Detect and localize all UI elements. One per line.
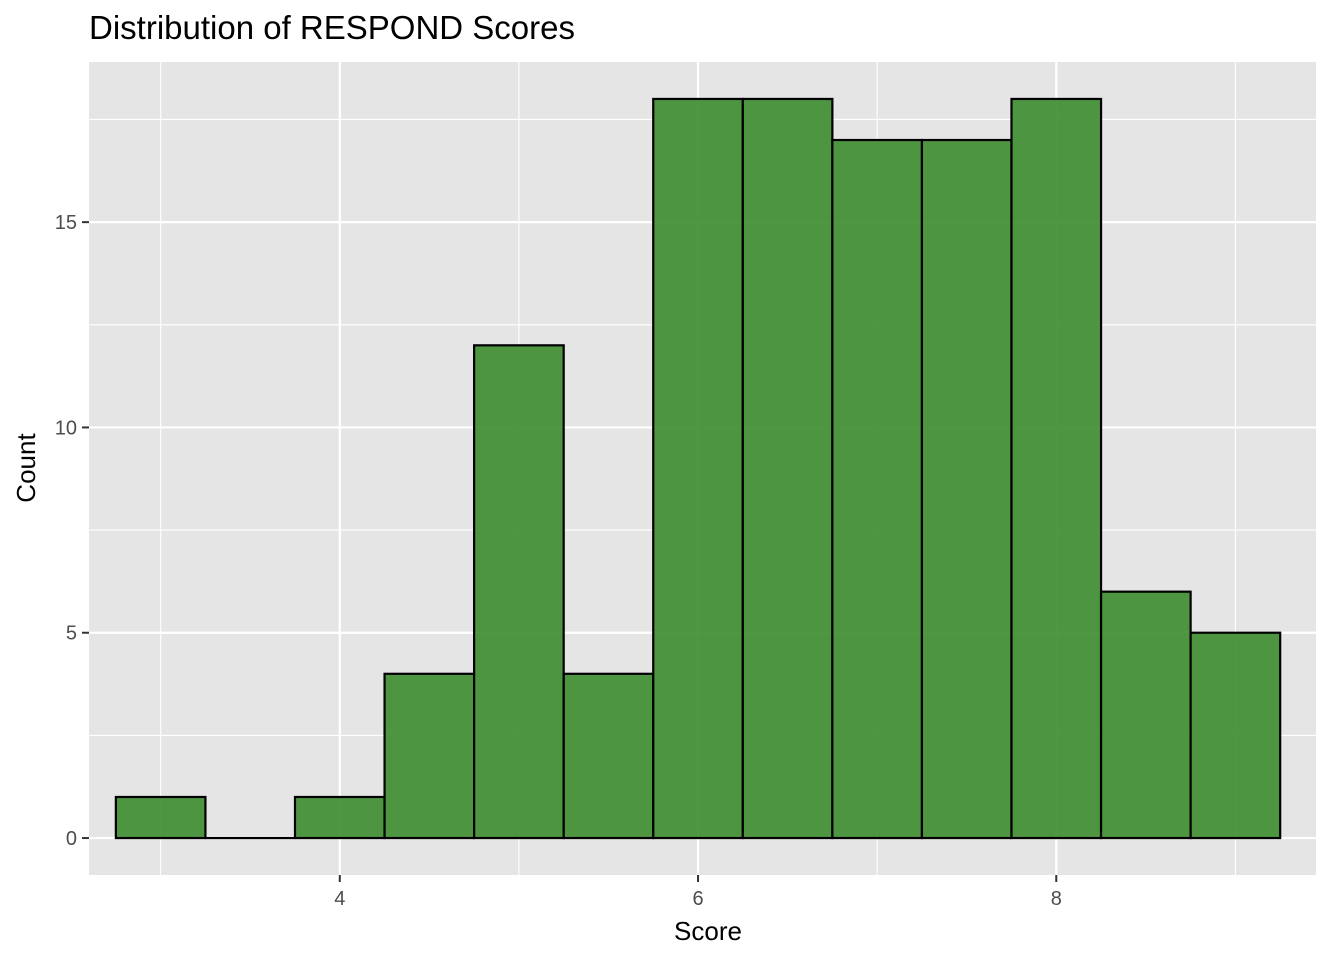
histogram-bar	[652, 97, 744, 840]
chart-title: Distribution of RESPOND Scores	[89, 9, 575, 46]
x-tick-label: 4	[334, 888, 345, 910]
x-tick-label: 8	[1051, 888, 1062, 910]
x-axis-title: Score	[674, 916, 742, 946]
histogram-bar	[383, 672, 476, 840]
histogram-bar	[1010, 97, 1103, 840]
histogram-bar	[293, 795, 386, 840]
y-axis: 0 5 10 15	[55, 212, 89, 850]
y-tick-label: 5	[66, 623, 77, 645]
histogram-bar	[831, 138, 924, 840]
histogram-bar	[1189, 631, 1282, 840]
x-tick-label: 6	[692, 888, 703, 910]
histogram-bars	[114, 97, 1282, 840]
histogram-bar	[741, 97, 834, 840]
y-tick-label: 10	[55, 417, 77, 439]
histogram-bar	[1099, 590, 1192, 840]
y-tick-label: 15	[55, 212, 77, 234]
histogram-bar	[920, 138, 1013, 840]
y-axis-title: Count	[11, 433, 41, 503]
x-axis: 4 6 8	[334, 875, 1062, 910]
histogram-bar	[473, 344, 565, 840]
histogram-bar	[562, 672, 655, 840]
histogram-bar	[114, 795, 207, 840]
y-tick-label: 0	[66, 828, 77, 850]
